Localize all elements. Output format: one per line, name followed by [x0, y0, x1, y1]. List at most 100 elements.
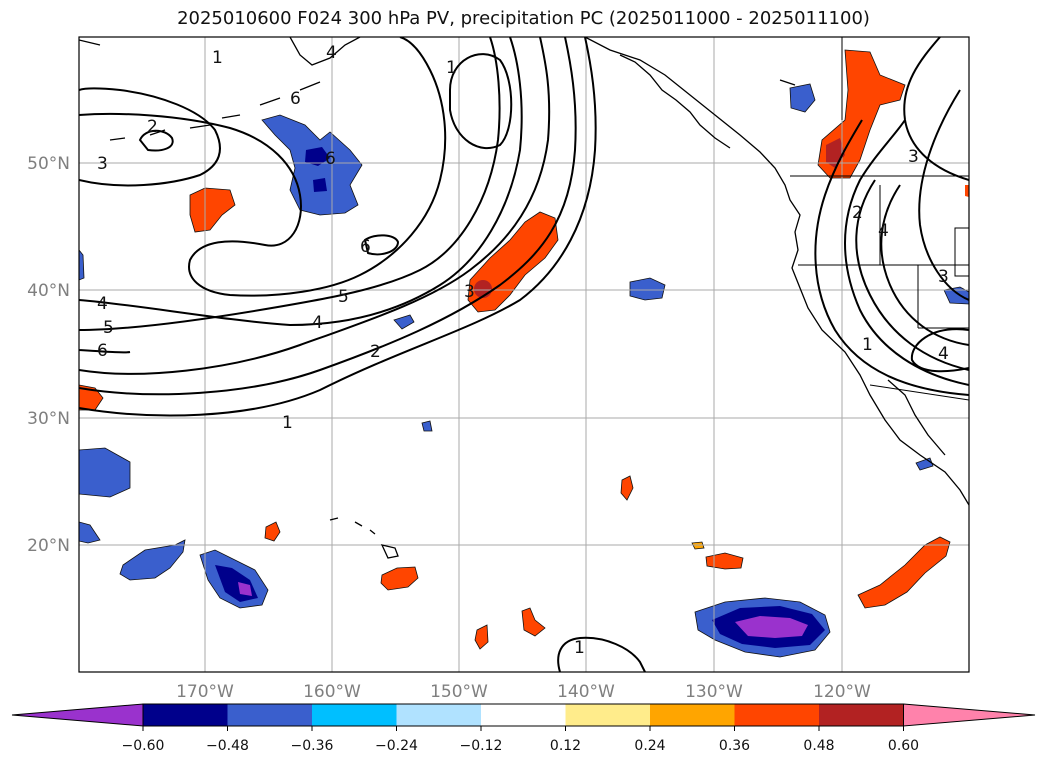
- contour-label: 1: [282, 413, 293, 433]
- contour-label: 3: [908, 147, 919, 167]
- lat-label: 40°N: [27, 281, 70, 301]
- colorbar-tick-label: 0.60: [888, 738, 919, 754]
- aleutian-islands: [79, 39, 321, 141]
- precip-negative-area: [79, 447, 131, 498]
- contour-label: 4: [312, 313, 323, 333]
- contour-label: 4: [938, 344, 949, 364]
- precip-negative-area: [943, 286, 969, 305]
- pv-contour-3: [79, 37, 551, 375]
- precip-positive-area: [189, 187, 236, 233]
- precip-negative-area: [79, 249, 85, 281]
- precip-negative-core: [313, 178, 327, 192]
- contour-label: 1: [862, 335, 873, 355]
- contour-label: 6: [325, 149, 336, 169]
- map-title: 2025010600 F024 300 hPa PV, precipitatio…: [177, 8, 870, 29]
- pv-contour-west-4: [855, 179, 969, 371]
- precip-shading: [79, 49, 969, 658]
- pv-contours: [79, 37, 969, 672]
- pv-contour-lobe: [79, 87, 221, 187]
- map-area: 1 1 1 1 2 2 2 3 3 3 3 4 4 4 4 4 5 5 6 6 …: [79, 37, 969, 672]
- colorbar-tick-label: 0.36: [719, 738, 750, 754]
- contour-label: 1: [446, 58, 457, 78]
- colorbar-segment: [227, 704, 312, 726]
- map-frame: [78, 36, 970, 673]
- pv-contour-2: [79, 37, 577, 396]
- baja-coastline: [887, 379, 946, 456]
- colorbar-segment: [396, 704, 481, 726]
- lat-label: 30°N: [27, 409, 70, 429]
- borders: [790, 37, 969, 401]
- colorbar-segment: [734, 704, 819, 726]
- graticule: [79, 37, 969, 672]
- pv-contour-1: [79, 37, 597, 417]
- contour-label: 6: [97, 341, 108, 361]
- precip-negative-area: [629, 277, 666, 301]
- hawaii-islands: [329, 517, 399, 559]
- longitude-labels: 170°W 160°W 150°W 140°W 130°W 120°W: [176, 682, 871, 702]
- lon-label: 140°W: [557, 682, 615, 702]
- contour-label: 5: [338, 287, 349, 307]
- pv-contour-west-5: [880, 184, 969, 346]
- latitude-labels: 50°N 40°N 30°N 20°N: [27, 154, 70, 556]
- precip-negative-core: [305, 147, 330, 166]
- pv-contour-west-3: [844, 119, 969, 386]
- alaska-coastline: [289, 37, 361, 66]
- lon-label: 170°W: [176, 682, 234, 702]
- contour-label: 6: [360, 237, 371, 257]
- contour-label: 2: [852, 203, 863, 223]
- precip-negative-core: [238, 582, 252, 596]
- pv-contour-5: [79, 37, 501, 331]
- lon-label: 130°W: [685, 682, 743, 702]
- colorbar-segment: [312, 704, 397, 726]
- contour-labels: 1 1 1 1 2 2 2 3 3 3 3 4 4 4 4 4 5 5 6 6 …: [97, 43, 949, 658]
- contour-label: 4: [326, 43, 337, 63]
- colorbar-outline: [142, 703, 904, 727]
- contour-label: 2: [147, 117, 158, 137]
- contour-label: 4: [878, 221, 889, 241]
- precip-positive-area: [705, 552, 744, 570]
- contour-label: 3: [97, 154, 108, 174]
- precip-positive-area: [965, 185, 969, 197]
- pv-contour-loop: [363, 234, 400, 256]
- precip-negative-area: [119, 539, 186, 581]
- lon-label: 150°W: [430, 682, 488, 702]
- pv-contour-4: [79, 37, 523, 327]
- lon-label: 160°W: [303, 682, 361, 702]
- colorbar-tick-label: 0.12: [550, 738, 581, 754]
- colorbar: −0.60 −0.48 −0.36 −0.24 −0.12 0.12 0.24 0.36 0.4…: [11, 703, 1036, 754]
- precip-positive-area: [620, 475, 634, 501]
- colorbar-tick-label: −0.60: [122, 738, 165, 754]
- contour-label: 1: [574, 638, 585, 658]
- contour-label: 3: [938, 267, 949, 287]
- colorbar-tick-label: −0.24: [375, 738, 418, 754]
- pv-contour-loop: [138, 129, 174, 152]
- precip-negative-area: [421, 420, 433, 432]
- precip-positive-area: [521, 607, 546, 637]
- colorbar-tick-label: 0.24: [634, 738, 665, 754]
- lat-label: 50°N: [27, 154, 70, 174]
- lon-label: 120°W: [813, 682, 871, 702]
- contour-label: 5: [103, 318, 114, 338]
- precip-positive-area: [474, 624, 489, 650]
- pv-contour-6: [79, 349, 131, 354]
- colorbar-extend-min: [11, 703, 144, 727]
- coastlines: [79, 37, 969, 559]
- precip-positive-area: [264, 521, 281, 542]
- pv-contour-west-6: [910, 328, 969, 373]
- pv-contour-west-2: [918, 89, 969, 301]
- precip-negative-area: [393, 314, 415, 330]
- lat-label: 20°N: [27, 536, 70, 556]
- precip-negative-area: [789, 83, 816, 113]
- colorbar-segment: [650, 704, 735, 726]
- pv-contour-lobe: [79, 37, 447, 297]
- precip-negative-area: [79, 521, 101, 544]
- colorbar-tick-label: −0.12: [460, 738, 503, 754]
- contour-label: 3: [464, 282, 475, 302]
- precip-negative-area: [261, 114, 363, 216]
- colorbar-segment: [819, 704, 904, 726]
- colorbar-segment: [481, 704, 566, 726]
- pv-contour-loop: [449, 53, 513, 150]
- precip-positive-area: [857, 536, 951, 609]
- pv-contour-south: [557, 636, 646, 672]
- colorbar-segment: [143, 704, 228, 726]
